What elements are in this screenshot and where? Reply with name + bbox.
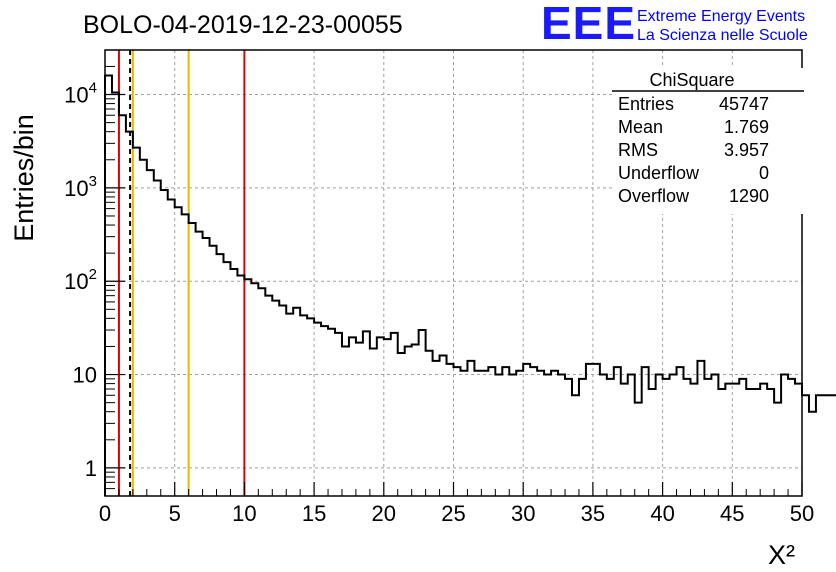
stats-row-value: 3.957 — [724, 140, 769, 160]
x-tick-label: 25 — [441, 501, 465, 526]
marker-lines — [117, 50, 246, 496]
x-tick-label: 45 — [720, 501, 744, 526]
stats-row-label: Overflow — [618, 186, 690, 206]
x-tick-label: 50 — [790, 501, 814, 526]
y-tick-label: 10 — [73, 363, 97, 388]
stats-row-value: 1290 — [729, 186, 769, 206]
y-tick-label: 104 — [64, 80, 97, 108]
y-tick-labels: 1 10 102 103 104 — [64, 80, 97, 481]
y-axis-label: Entries/bin — [9, 114, 39, 242]
stats-row-value: 45747 — [719, 94, 769, 114]
x-tick-labels: 0 5 10 15 20 25 30 35 40 45 50 — [99, 501, 814, 526]
stats-box: ChiSquare Entries 45747 Mean 1.769 RMS 3.957 U… — [612, 68, 804, 214]
x-tick-label: 10 — [232, 501, 256, 526]
stats-row-value: 0 — [759, 163, 769, 183]
histogram-outline — [104, 74, 836, 496]
x-tick-label: 0 — [99, 501, 111, 526]
y-tick-label: 1 — [85, 456, 97, 481]
y-tick-label: 102 — [64, 266, 97, 294]
x-tick-label: 20 — [372, 501, 396, 526]
stats-row-label: RMS — [618, 140, 658, 160]
stats-row-value: 1.769 — [724, 117, 769, 137]
logo-line-1: Extreme Energy Events — [637, 8, 805, 25]
stats-row-label: Underflow — [618, 163, 700, 183]
x-tick-label: 30 — [511, 501, 535, 526]
logo-line-2: La Scienza nelle Scuole — [637, 27, 808, 44]
y-tick-label: 103 — [64, 173, 97, 201]
axis-ticks — [104, 49, 803, 497]
x-tick-label: 40 — [650, 501, 674, 526]
x-tick-label: 5 — [169, 501, 181, 526]
x-axis-label: X² — [768, 540, 795, 570]
stats-row-label: Mean — [618, 117, 663, 137]
stats-name: ChiSquare — [649, 70, 734, 90]
chart-title: BOLO-04-2019-12-23-00055 — [83, 11, 403, 39]
x-tick-label: 35 — [581, 501, 605, 526]
eee-logo: EEE Extreme Energy Events La Scienza nel… — [541, 0, 808, 49]
x-tick-label: 15 — [302, 501, 326, 526]
stats-row-label: Entries — [618, 94, 674, 114]
eee-logo-mark: EEE — [541, 0, 636, 49]
